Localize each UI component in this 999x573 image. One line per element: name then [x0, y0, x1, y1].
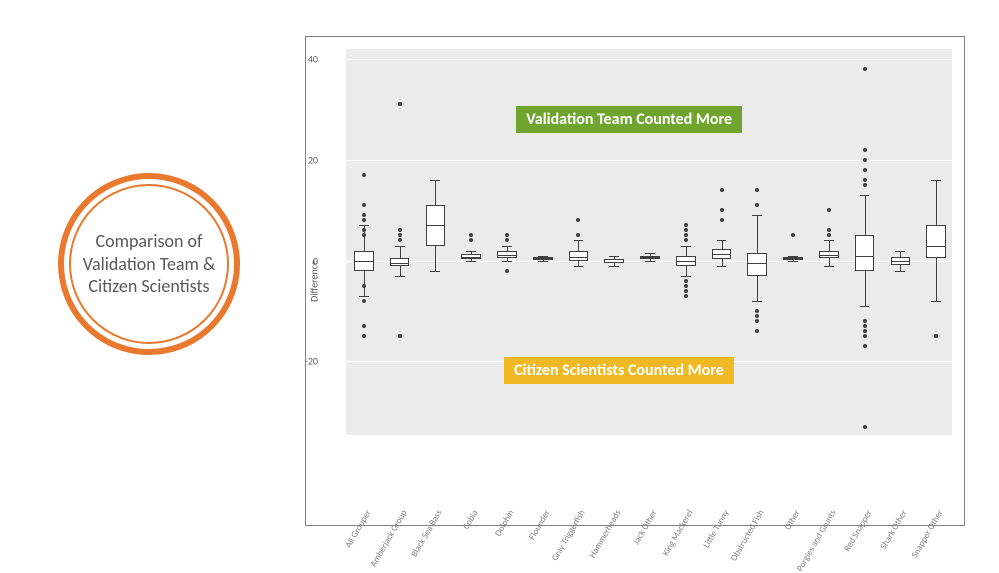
plot-area: -2002040 Validation Team Counted More Ci… — [346, 49, 952, 435]
outlier-point — [684, 284, 688, 288]
title-badge: Comparison of Validation Team & Citizen … — [55, 170, 243, 358]
annotation-citizen-scientists: Citizen Scientists Counted More — [504, 357, 734, 384]
outlier-point — [684, 289, 688, 293]
outlier-point — [684, 279, 688, 283]
outlier-point — [362, 228, 366, 232]
outlier-point — [827, 208, 831, 212]
x-tick-label: Hammerheads — [587, 508, 623, 560]
x-tick-label: Little Tunny — [700, 508, 731, 550]
outlier-point — [576, 233, 580, 237]
outlier-point — [755, 309, 759, 313]
outlier-point — [398, 238, 402, 242]
outlier-point — [362, 233, 366, 237]
outlier-point — [827, 228, 831, 232]
x-axis-ticks: All GrouperAmberjack GroupBlack Sea Bass… — [346, 437, 952, 525]
outlier-point — [362, 334, 366, 338]
outlier-point — [755, 319, 759, 323]
outlier-point — [863, 319, 867, 323]
x-tick-label: Red Snapper — [841, 508, 874, 554]
x-tick-label: Other — [782, 508, 802, 532]
x-tick-label: Snapper Other — [909, 508, 945, 560]
outlier-point — [362, 213, 366, 217]
outlier-point — [863, 178, 867, 182]
outlier-point — [827, 233, 831, 237]
outlier-point — [469, 238, 473, 242]
outlier-point — [398, 228, 402, 232]
box — [569, 251, 589, 261]
outlier-point — [755, 203, 759, 207]
outlier-point — [398, 334, 402, 338]
x-tick-label: Obstructed Fish — [729, 508, 767, 563]
outlier-point — [863, 344, 867, 348]
outlier-point — [362, 284, 366, 288]
box — [855, 235, 875, 270]
outlier-point — [863, 148, 867, 152]
box — [390, 258, 410, 266]
outlier-point — [755, 329, 759, 333]
outlier-point — [934, 334, 938, 338]
outlier-point — [684, 294, 688, 298]
boxplot-chart: Difference -2002040 Validation Team Coun… — [305, 36, 965, 526]
annotation-top-text: Validation Team Counted More — [526, 110, 732, 129]
outlier-point — [720, 218, 724, 222]
outlier-point — [720, 188, 724, 192]
outlier-point — [684, 228, 688, 232]
outlier-point — [469, 233, 473, 237]
title-badge-text: Comparison of Validation Team & Citizen … — [55, 230, 243, 298]
outlier-point — [863, 158, 867, 162]
outlier-point — [863, 168, 867, 172]
x-tick-label: Black Sea Bass — [409, 508, 445, 559]
outlier-point — [505, 238, 509, 242]
outlier-point — [863, 329, 867, 333]
annotation-bottom-text: Citizen Scientists Counted More — [514, 361, 724, 380]
outlier-point — [684, 233, 688, 237]
outlier-point — [684, 223, 688, 227]
annotation-validation-team: Validation Team Counted More — [516, 106, 742, 133]
outlier-point — [863, 425, 867, 429]
x-tick-label: Flounder — [526, 508, 552, 542]
outlier-point — [684, 238, 688, 242]
outlier-point — [362, 324, 366, 328]
outlier-point — [863, 183, 867, 187]
outlier-point — [362, 218, 366, 222]
x-tick-label: Cobia — [461, 508, 481, 531]
outlier-point — [755, 314, 759, 318]
outlier-point — [505, 269, 509, 273]
x-tick-label: All Grouper — [343, 508, 373, 550]
x-tick-label: Gray Triggerfish — [550, 508, 588, 563]
y-tick-label: 0 — [294, 254, 318, 267]
outlier-point — [863, 67, 867, 71]
box — [747, 253, 767, 276]
outlier-point — [398, 233, 402, 237]
x-tick-label: Jack Other — [631, 508, 660, 547]
box — [926, 225, 946, 258]
outlier-point — [863, 334, 867, 338]
outlier-point — [398, 102, 402, 106]
outlier-point — [755, 188, 759, 192]
y-tick-label: 20 — [294, 153, 318, 166]
x-tick-label: Porgies and Grunts — [794, 508, 838, 573]
outlier-point — [576, 218, 580, 222]
outlier-point — [362, 299, 366, 303]
outlier-point — [791, 233, 795, 237]
x-tick-label: Dolphin — [493, 508, 517, 538]
outlier-point — [362, 203, 366, 207]
outlier-point — [505, 233, 509, 237]
outlier-point — [863, 324, 867, 328]
y-tick-label: 40 — [294, 53, 318, 66]
y-tick-label: -20 — [294, 355, 318, 368]
outlier-point — [720, 208, 724, 212]
x-tick-label: Amberjack Group — [368, 508, 410, 569]
x-tick-label: King Mackerel — [660, 508, 695, 558]
outlier-point — [362, 173, 366, 177]
x-tick-label: Shark Other — [878, 508, 909, 551]
